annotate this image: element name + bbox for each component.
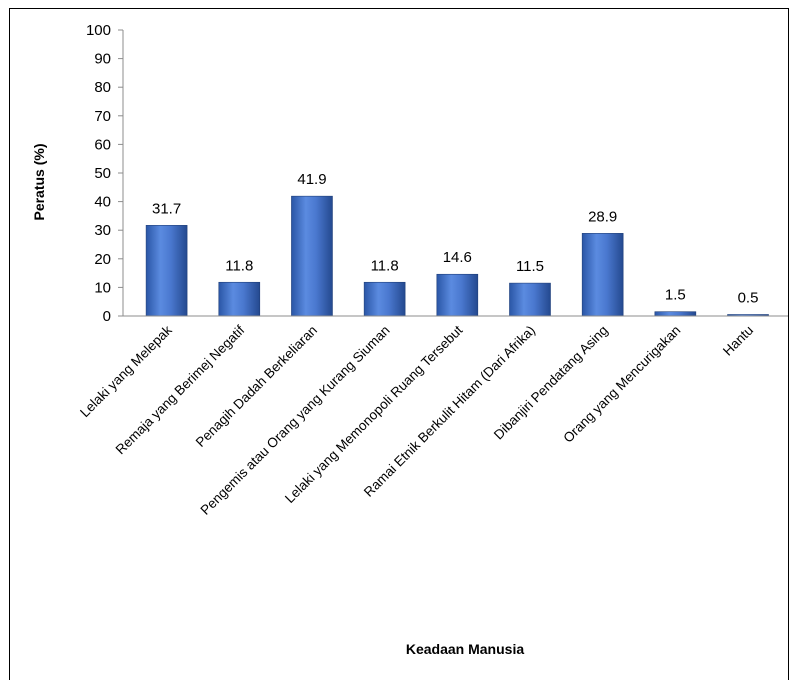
x-tick-label: Hantu bbox=[720, 323, 756, 359]
x-tick-label: Remaja yang Berimej Negatif bbox=[113, 322, 248, 457]
bars bbox=[145, 195, 769, 317]
y-tick-label: 70 bbox=[94, 108, 111, 125]
x-tick-label: Penagih Dadah Berkeliaran bbox=[193, 323, 320, 450]
bar bbox=[509, 282, 551, 317]
y-tick-label: 80 bbox=[94, 79, 111, 96]
data-label: 11.8 bbox=[225, 257, 253, 274]
data-label: 11.5 bbox=[516, 258, 544, 275]
data-labels: 31.7 11.8 41.9 11.8 14.6 11.5 28.9 1.5 0.5 bbox=[152, 171, 758, 306]
y-tick-label: 40 bbox=[94, 194, 111, 211]
data-label: 41.9 bbox=[297, 171, 326, 188]
data-label: 14.6 bbox=[443, 249, 472, 266]
y-tick-label: 60 bbox=[94, 136, 111, 153]
x-tick-label: Orang yang Mencurigakan bbox=[560, 323, 683, 446]
data-label: 28.9 bbox=[588, 208, 617, 225]
y-tick-label: 30 bbox=[94, 222, 111, 239]
y-tick-label: 100 bbox=[86, 22, 111, 39]
y-axis-title: Peratus (%) bbox=[31, 143, 47, 220]
data-label: 1.5 bbox=[665, 287, 686, 304]
bar bbox=[291, 195, 333, 317]
x-axis-title: Keadaan Manusia bbox=[406, 641, 524, 657]
data-label: 11.8 bbox=[371, 257, 399, 274]
bar bbox=[581, 233, 624, 317]
data-label: 0.5 bbox=[738, 290, 759, 307]
y-axis: 0 10 20 30 40 50 60 70 80 90 100 bbox=[86, 22, 124, 325]
bar bbox=[145, 225, 188, 317]
y-tick-label: 90 bbox=[94, 51, 111, 68]
y-tick-label: 0 bbox=[103, 308, 111, 325]
data-label: 31.7 bbox=[152, 200, 181, 217]
bar bbox=[654, 311, 697, 317]
bar bbox=[218, 281, 261, 317]
y-tick-label: 50 bbox=[94, 165, 111, 182]
bar bbox=[436, 273, 479, 317]
bar bbox=[363, 281, 406, 317]
y-tick-label: 10 bbox=[94, 279, 111, 296]
y-tick-label: 20 bbox=[94, 251, 111, 268]
chart-frame bbox=[9, 8, 789, 680]
